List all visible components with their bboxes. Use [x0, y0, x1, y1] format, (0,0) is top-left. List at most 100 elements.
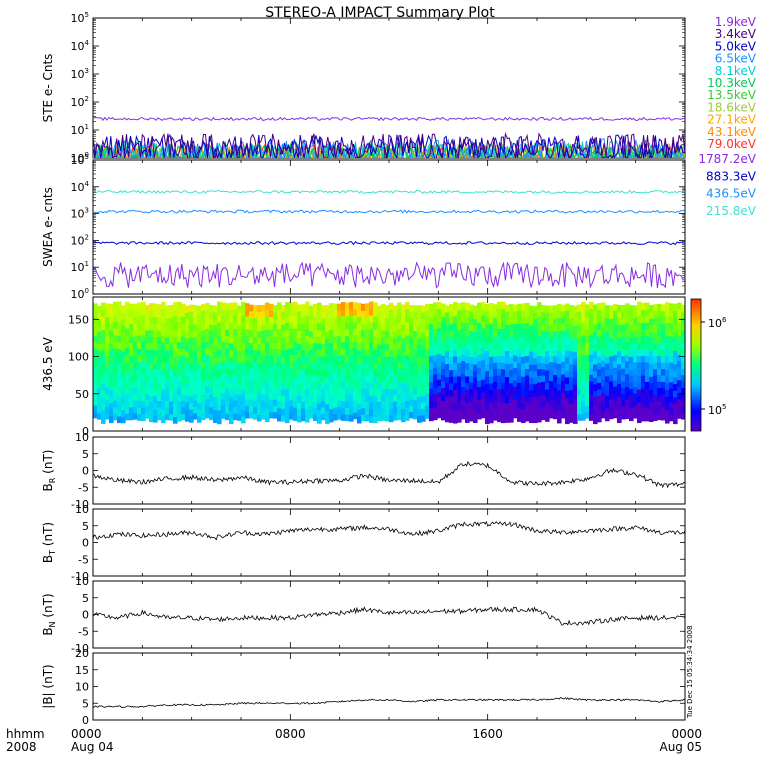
- heatmap-cell: [641, 309, 646, 317]
- heatmap-cell: [197, 357, 202, 365]
- heatmap-cell: [349, 407, 354, 415]
- heatmap-cell: [409, 305, 414, 312]
- heatmap-cell: [593, 310, 598, 319]
- heatmap-cell: [649, 402, 654, 410]
- heatmap-cell: [137, 380, 142, 389]
- heatmap-cell: [229, 316, 234, 324]
- heatmap-cell: [409, 367, 414, 375]
- heatmap-cell: [425, 399, 430, 407]
- heatmap-cell: [457, 336, 462, 344]
- heatmap-cell: [441, 329, 446, 337]
- heatmap-cell: [633, 355, 638, 363]
- heatmap-cell: [341, 315, 346, 323]
- heatmap-cell: [113, 367, 118, 375]
- y-axis-label: 436.5 eV: [41, 336, 55, 391]
- heatmap-cell: [509, 336, 514, 344]
- heatmap-cell: [461, 360, 466, 368]
- y-tick-label: -10: [71, 570, 89, 583]
- heatmap-cell: [337, 310, 342, 318]
- heatmap-cell: [573, 384, 578, 392]
- heatmap-cell: [381, 342, 386, 350]
- heatmap-cell: [605, 401, 610, 409]
- heatmap-cell: [357, 402, 362, 411]
- heatmap-cell: [313, 349, 318, 357]
- heatmap-cell: [561, 336, 566, 344]
- heatmap-cell: [357, 336, 362, 344]
- heatmap-cell: [457, 349, 462, 357]
- heatmap-cell: [313, 323, 318, 331]
- heatmap-cell: [473, 305, 478, 313]
- heatmap-cell: [185, 389, 190, 397]
- heatmap-cell: [173, 308, 178, 317]
- heatmap-cell: [401, 382, 406, 390]
- heatmap-cell: [365, 381, 370, 389]
- heatmap-cell: [289, 315, 294, 323]
- heatmap-cell: [577, 375, 582, 383]
- heatmap-cell: [157, 394, 162, 402]
- heatmap-cell: [581, 380, 586, 388]
- heatmap-cell: [553, 336, 558, 344]
- heatmap-cell: [201, 400, 206, 408]
- heatmap-cell: [301, 310, 306, 318]
- y-tick-label: 101: [71, 123, 89, 137]
- heatmap-cell: [133, 348, 138, 356]
- heatmap-cell: [185, 414, 190, 422]
- heatmap-cell: [433, 335, 438, 343]
- heatmap-cell: [269, 322, 274, 330]
- heatmap-cell: [341, 348, 346, 356]
- heatmap-cell: [509, 310, 514, 318]
- heatmap-cell: [453, 402, 458, 411]
- heatmap-cell: [617, 331, 622, 339]
- heatmap-cell: [649, 408, 654, 416]
- heatmap-cell: [389, 335, 394, 344]
- heatmap-cell: [277, 322, 282, 330]
- heatmap-cell: [553, 361, 558, 369]
- heatmap-cell: [205, 334, 210, 342]
- heatmap-cell: [457, 316, 462, 324]
- heatmap-cell: [301, 304, 306, 312]
- heatmap-cell: [465, 322, 470, 330]
- heatmap-cell: [593, 344, 598, 352]
- heatmap-cell: [425, 386, 430, 394]
- heatmap-cell: [133, 303, 138, 311]
- heatmap-cell: [329, 415, 334, 423]
- heatmap-cell: [449, 376, 454, 384]
- heatmap-cell: [241, 355, 246, 363]
- heatmap-cell: [469, 349, 474, 357]
- heatmap-cell: [181, 368, 186, 376]
- heatmap-cell: [397, 341, 402, 349]
- heatmap-cell: [309, 343, 314, 350]
- heatmap-cell: [409, 380, 414, 388]
- heatmap-cell: [597, 408, 602, 416]
- heatmap-cell: [393, 356, 398, 364]
- heatmap-cell: [301, 336, 306, 344]
- heatmap-cell: [501, 409, 506, 417]
- series-line: [93, 697, 685, 708]
- heatmap-cell: [377, 356, 382, 364]
- heatmap-cell: [161, 368, 166, 377]
- heatmap-cell: [493, 342, 498, 350]
- heatmap-cell: [193, 317, 198, 325]
- heatmap-cell: [677, 347, 682, 355]
- heatmap-cell: [381, 303, 386, 311]
- heatmap-cell: [349, 401, 354, 409]
- heatmap-cell: [197, 402, 202, 410]
- heatmap-cell: [141, 308, 146, 316]
- heatmap-cell: [193, 349, 198, 357]
- heatmap-cell: [353, 315, 358, 323]
- heatmap-cell: [621, 342, 626, 350]
- heatmap-cell: [469, 414, 474, 422]
- heatmap-cell: [365, 368, 370, 376]
- heatmap-cell: [161, 375, 166, 383]
- heatmap-cell: [181, 322, 186, 330]
- heatmap-cell: [153, 382, 158, 390]
- heatmap-cell: [537, 388, 542, 396]
- heatmap-cell: [301, 414, 306, 422]
- heatmap-cell: [281, 382, 286, 390]
- heatmap-cell: [129, 374, 134, 382]
- heatmap-cell: [277, 302, 282, 310]
- heatmap-cell: [169, 356, 174, 364]
- heatmap-cell: [437, 314, 442, 322]
- heatmap-cell: [121, 383, 126, 391]
- heatmap-cell: [489, 356, 494, 364]
